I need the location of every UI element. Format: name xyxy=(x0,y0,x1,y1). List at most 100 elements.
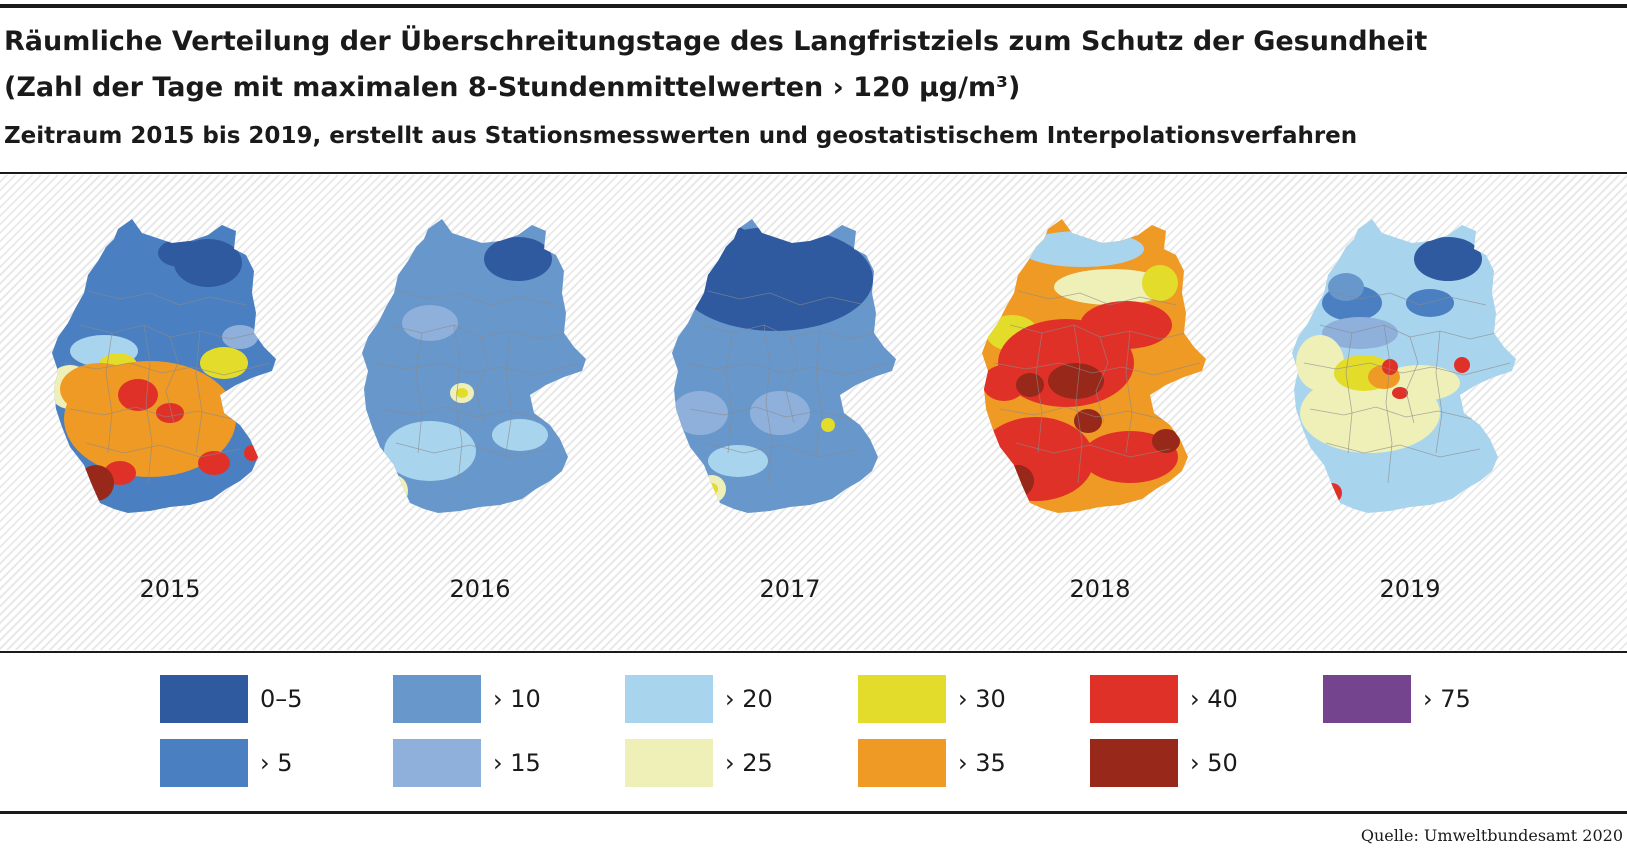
state-border xyxy=(1383,324,1393,484)
state-border xyxy=(1073,324,1083,484)
legend-swatch xyxy=(858,739,946,787)
legend-swatch xyxy=(858,675,946,723)
state-border xyxy=(1345,332,1353,454)
legend-swatch xyxy=(393,675,481,723)
state-border xyxy=(69,406,233,420)
germany-map-2019 xyxy=(1292,219,1516,513)
value-region xyxy=(698,475,726,503)
year-label-2019: 2019 xyxy=(1379,575,1441,603)
value-region xyxy=(402,305,458,341)
state-border xyxy=(415,332,423,454)
value-region xyxy=(1322,483,1342,503)
legend-swatch xyxy=(160,675,248,723)
legend-swatch xyxy=(1090,739,1178,787)
value-region xyxy=(1322,317,1398,349)
value-region xyxy=(750,391,810,435)
germany-map-2016 xyxy=(362,219,586,513)
legend-label: › 30 xyxy=(958,685,1006,713)
value-region xyxy=(118,379,158,411)
value-region xyxy=(1328,273,1364,301)
legend-label: › 10 xyxy=(493,685,541,713)
value-region xyxy=(1142,265,1178,301)
value-region xyxy=(1074,409,1102,433)
state-border xyxy=(999,406,1163,420)
legend-label: 0–5 xyxy=(260,685,303,713)
value-region xyxy=(672,391,728,435)
value-region xyxy=(1054,269,1170,305)
state-border xyxy=(815,330,823,454)
state-border xyxy=(373,362,581,376)
germany-map-2018 xyxy=(982,219,1206,513)
value-region xyxy=(484,237,552,281)
state-border xyxy=(87,290,247,306)
value-region xyxy=(821,418,835,432)
state-border xyxy=(505,330,513,454)
state-border xyxy=(1405,336,1419,424)
value-region xyxy=(1296,335,1344,391)
value-region xyxy=(1020,231,1144,267)
top-rule xyxy=(0,4,1627,8)
state-border xyxy=(1095,336,1109,424)
legend-swatch xyxy=(1323,675,1411,723)
state-border xyxy=(105,332,113,454)
state-border xyxy=(707,290,867,306)
state-border xyxy=(85,442,241,458)
legend-label: › 20 xyxy=(725,685,773,713)
chart-title: Räumliche Verteilung der Überschreitungs… xyxy=(4,26,1428,57)
value-region xyxy=(1002,465,1034,497)
state-border xyxy=(1309,406,1473,420)
value-region xyxy=(156,403,184,423)
state-border xyxy=(195,330,203,454)
legend-label: › 75 xyxy=(1423,685,1471,713)
value-region xyxy=(708,445,768,477)
state-border xyxy=(453,324,463,484)
value-region xyxy=(677,227,873,331)
legend-label: › 40 xyxy=(1190,685,1238,713)
state-border xyxy=(1125,330,1133,454)
value-region xyxy=(456,388,468,398)
value-region xyxy=(1152,429,1180,453)
state-border xyxy=(143,324,153,484)
value-region xyxy=(706,483,718,495)
legend-label: › 35 xyxy=(958,749,1006,777)
state-border xyxy=(165,336,179,424)
legend-swatch xyxy=(625,739,713,787)
legend-swatch xyxy=(393,739,481,787)
year-label-2015: 2015 xyxy=(139,575,201,603)
chart-title-units: (Zahl der Tage mit maximalen 8-Stundenmi… xyxy=(4,72,1021,103)
state-border xyxy=(1327,290,1487,306)
value-region xyxy=(78,465,114,501)
legend-label: › 50 xyxy=(1190,749,1238,777)
state-border xyxy=(683,362,891,376)
value-region xyxy=(200,347,248,379)
state-border xyxy=(725,332,733,454)
legend-swatch xyxy=(160,739,248,787)
year-label-2018: 2018 xyxy=(1069,575,1131,603)
state-border xyxy=(1015,442,1171,458)
value-region xyxy=(1414,237,1482,281)
value-region xyxy=(1454,357,1470,373)
state-border xyxy=(785,336,799,424)
state-border xyxy=(705,442,861,458)
value-region xyxy=(1080,301,1172,349)
value-region xyxy=(1316,487,1332,503)
value-region xyxy=(384,479,400,499)
state-border xyxy=(1017,290,1177,306)
germany-map-2015 xyxy=(52,219,276,513)
year-label-2016: 2016 xyxy=(449,575,511,603)
germany-map-2017 xyxy=(672,219,896,513)
value-region xyxy=(982,417,1094,501)
value-region xyxy=(1392,387,1408,399)
state-border xyxy=(993,362,1201,376)
chart-subtitle: Zeitraum 2015 bis 2019, erstellt aus Sta… xyxy=(4,123,1358,149)
value-region xyxy=(982,365,1026,401)
state-border xyxy=(63,362,271,376)
legend-swatch xyxy=(1090,675,1178,723)
value-region xyxy=(384,421,476,481)
value-region xyxy=(492,419,548,451)
legend-label: › 5 xyxy=(260,749,293,777)
source-note: Quelle: Umweltbundesamt 2020 xyxy=(1360,826,1623,845)
legend-label: › 15 xyxy=(493,749,541,777)
state-border xyxy=(763,324,773,484)
value-region xyxy=(710,225,750,257)
